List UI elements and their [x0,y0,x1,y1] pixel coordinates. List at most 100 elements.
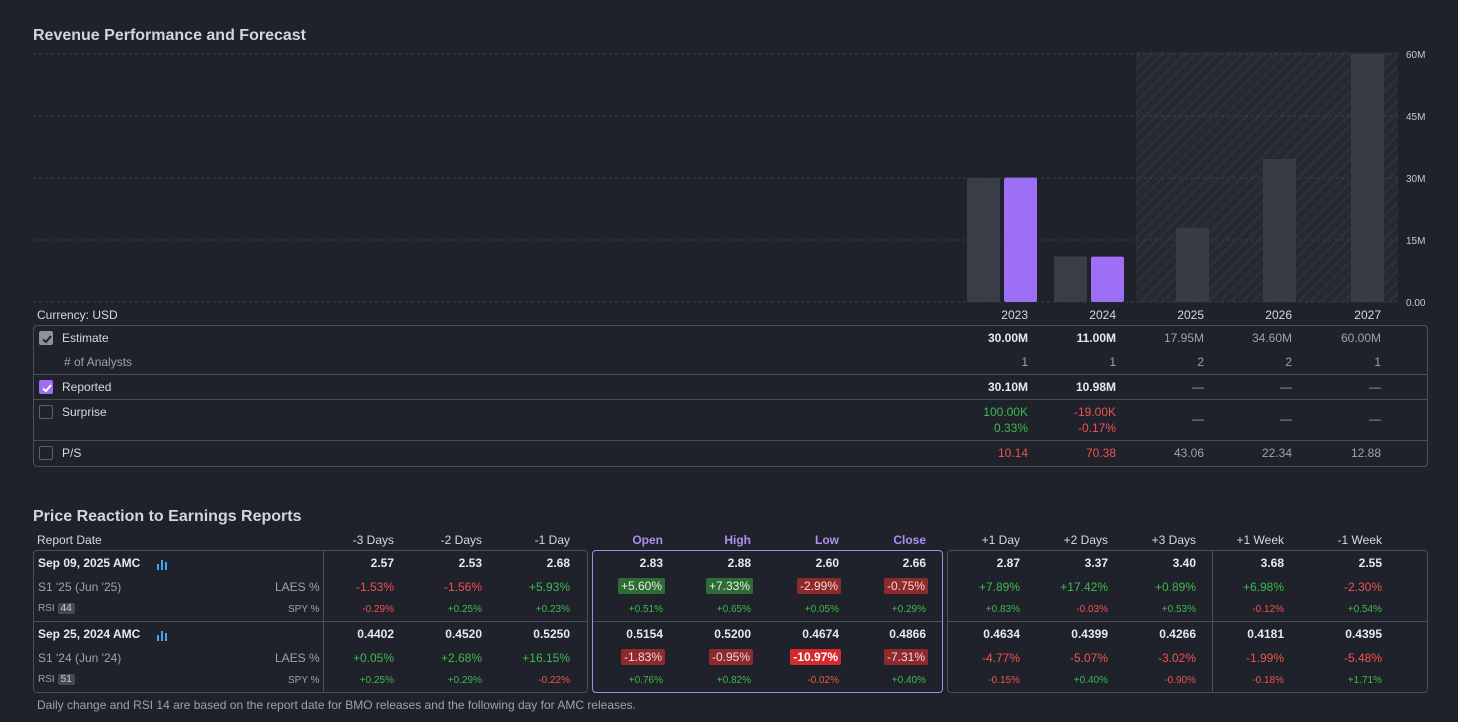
laes-change: -1.53% [355,580,394,594]
surprise-label: Surprise [62,405,107,419]
price-value: 0.4399 [1071,627,1108,641]
price-value: 2.60 [815,556,839,570]
price-value: 0.4634 [983,627,1020,641]
y-tick-label: 15M [1406,236,1425,247]
col-header[interactable]: +1 Day [981,533,1020,547]
price-value: 0.4395 [1345,627,1382,641]
y-tick-label: 0.00 [1406,298,1426,308]
reported-label: Reported [62,380,112,394]
ps-value: 22.34 [1261,446,1292,460]
spy-change: +1.71% [1347,675,1382,686]
year-header: 2026 [1265,308,1292,322]
bar-chart-icon[interactable] [156,557,168,575]
ps-value: 43.06 [1173,446,1204,460]
col-header[interactable]: High [724,533,751,547]
year-header: 2025 [1177,308,1204,322]
reported-value: 30.10M [987,380,1028,394]
spy-change: -0.22% [538,675,570,686]
spy-change: +0.25% [359,675,394,686]
spy-change: +0.54% [1347,604,1382,615]
price-value: 2.66 [902,556,926,570]
analysts-value: 1 [1109,355,1116,369]
spy-change: +0.29% [447,675,482,686]
price-value: 0.5250 [533,627,570,641]
revenue-chart: 60M 45M 30M 15M 0.00 [33,50,1426,308]
revenue-title: Revenue Performance and Forecast [33,27,306,44]
laes-change: -7.31% [883,649,928,665]
bar-estimate [967,178,1000,302]
currency-label: Currency: USD [37,308,118,322]
reported-value: — [1280,380,1292,394]
surprise-value: 100.00K [983,405,1028,419]
bar-estimate-forecast [1263,158,1296,302]
bar-reported [1091,256,1124,302]
spy-change: -0.90% [1164,675,1196,686]
price-value: 0.5200 [714,627,751,641]
surprise-checkbox[interactable] [39,405,53,419]
laes-change: -0.75% [883,578,928,594]
analysts-value: 1 [1374,355,1381,369]
estimate-value: 34.60M [1251,331,1292,345]
price-value: 2.87 [996,556,1020,570]
rsi-label: RSI 51 [38,674,75,685]
laes-change: -2.99% [796,578,841,594]
col-header[interactable]: -2 Days [440,533,482,547]
pre-days-panel [33,550,588,693]
spy-change: +0.40% [891,675,926,686]
year-header: 2023 [1001,308,1028,322]
reported-value: — [1369,380,1381,394]
estimate-value: 30.00M [987,331,1028,345]
col-header[interactable]: +3 Days [1151,533,1196,547]
price-title: Price Reaction to Earnings Reports [33,508,302,525]
laes-change: +7.33% [705,578,753,594]
report-period: S1 '24 (Jun '24) [38,651,122,665]
laes-change: +5.93% [528,580,570,594]
price-value: 3.40 [1172,556,1196,570]
spy-change: -0.03% [1076,604,1108,615]
laes-change: +16.15% [522,651,570,665]
price-value: 2.68 [546,556,570,570]
day-panel [592,550,943,693]
col-header[interactable]: -1 Week [1337,533,1382,547]
surprise-value: — [1369,412,1381,426]
laes-change: -3.02% [1157,651,1196,665]
col-header[interactable]: Open [632,533,663,547]
bar-estimate [1054,256,1087,302]
year-header: 2024 [1089,308,1116,322]
spy-change: -0.12% [1252,604,1284,615]
laes-change: -4.77% [981,651,1020,665]
laes-change: -10.97% [790,649,841,665]
rsi-text: RSI [38,674,55,685]
ps-label: P/S [62,446,82,460]
spy-change: +0.76% [628,675,663,686]
estimate-checkbox[interactable] [39,331,53,345]
spy-change: -0.02% [807,675,839,686]
bar-chart-icon[interactable] [156,628,168,646]
year-header: 2027 [1354,308,1381,322]
laes-change: +2.68% [440,651,482,665]
reported-checkbox[interactable] [39,380,53,394]
surprise-value: — [1280,412,1292,426]
estimate-value: 17.95M [1163,331,1204,345]
ps-checkbox[interactable] [39,446,53,460]
analysts-value: 2 [1285,355,1292,369]
bar-reported [1004,177,1037,302]
col-header[interactable]: Close [893,533,926,547]
col-header[interactable]: -3 Days [352,533,394,547]
report-date-header: Report Date [37,533,102,547]
price-value: 0.4866 [889,627,926,641]
report-date: Sep 09, 2025 AMC [38,556,141,570]
spy-change: +0.53% [1161,604,1196,615]
footnote: Daily change and RSI 14 are based on the… [37,698,637,712]
col-header[interactable]: -1 Day [534,533,570,547]
surprise-pct: -0.17% [1077,421,1116,435]
spy-change: +0.82% [716,675,751,686]
rsi-value: 51 [57,674,75,685]
laes-change: -5.07% [1069,651,1108,665]
analysts-label: # of Analysts [64,355,133,369]
col-header[interactable]: Low [815,533,839,547]
col-header[interactable]: +2 Days [1063,533,1108,547]
col-header[interactable]: +1 Week [1236,533,1284,547]
estimate-value: 60.00M [1340,331,1381,345]
price-value: 0.5154 [626,627,663,641]
